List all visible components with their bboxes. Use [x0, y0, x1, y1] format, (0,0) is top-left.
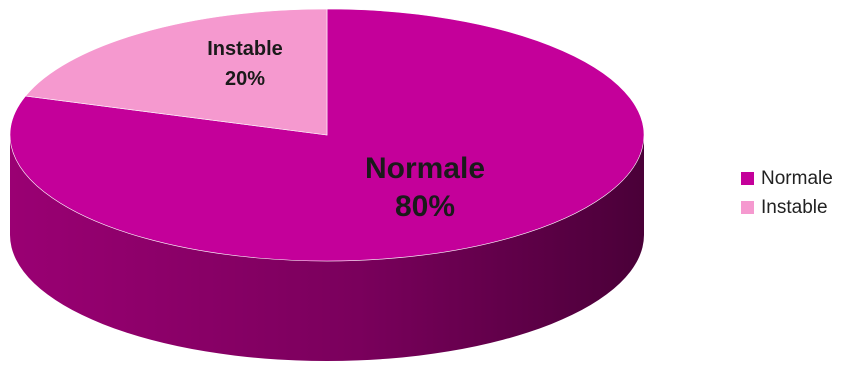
pie-top-group	[9, 8, 645, 262]
legend-item-normale: Normale	[741, 164, 833, 193]
data-label-name-normale: Normale	[365, 152, 485, 185]
pie-slice-instable	[24, 8, 328, 136]
pie-side-group	[10, 135, 644, 361]
data-label-value-normale: 80%	[395, 190, 455, 223]
legend-swatch-instable	[741, 201, 754, 214]
legend-swatch-normale	[741, 172, 754, 185]
pie-label-group: Normale 80% Instable 20%	[207, 38, 485, 223]
data-label-value-instable: 20%	[225, 68, 265, 90]
pie-side-wall	[10, 135, 644, 361]
legend-item-instable: Instable	[741, 193, 833, 222]
legend: Normale Instable	[741, 164, 833, 222]
data-label-name-instable: Instable	[207, 38, 283, 60]
legend-label-instable: Instable	[761, 196, 828, 218]
legend-label-normale: Normale	[761, 167, 833, 189]
